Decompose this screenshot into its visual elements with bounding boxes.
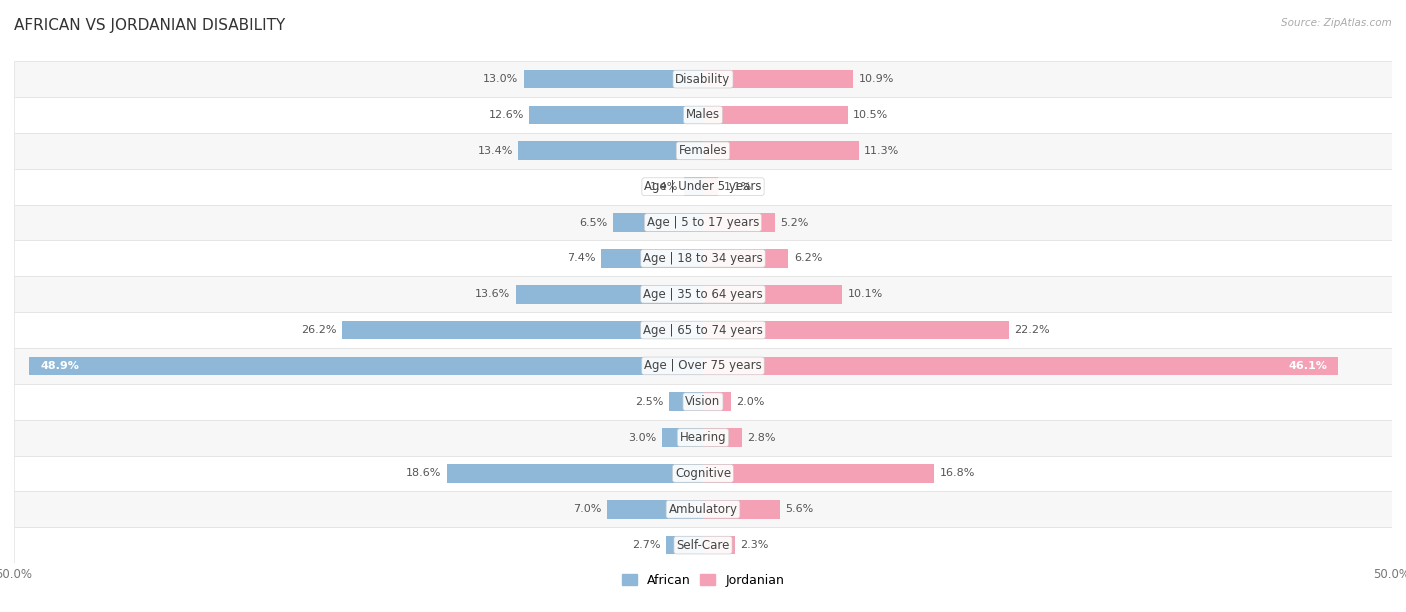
- Text: 16.8%: 16.8%: [941, 468, 976, 479]
- Bar: [14, 312, 1392, 348]
- Text: 12.6%: 12.6%: [488, 110, 524, 120]
- Text: Disability: Disability: [675, 73, 731, 86]
- Text: AFRICAN VS JORDANIAN DISABILITY: AFRICAN VS JORDANIAN DISABILITY: [14, 18, 285, 34]
- Bar: [600, 249, 703, 267]
- Bar: [519, 141, 703, 160]
- Text: Hearing: Hearing: [679, 431, 727, 444]
- Bar: [516, 285, 703, 304]
- Text: Age | 35 to 64 years: Age | 35 to 64 years: [643, 288, 763, 300]
- Bar: [14, 204, 1392, 241]
- Bar: [703, 428, 741, 447]
- Text: 22.2%: 22.2%: [1014, 325, 1050, 335]
- Text: 10.5%: 10.5%: [853, 110, 889, 120]
- Bar: [703, 321, 1010, 340]
- Text: Age | Over 75 years: Age | Over 75 years: [644, 359, 762, 372]
- Text: Ambulatory: Ambulatory: [668, 503, 738, 516]
- Bar: [447, 464, 703, 483]
- Bar: [606, 500, 703, 518]
- Bar: [669, 392, 703, 411]
- Text: 46.1%: 46.1%: [1288, 361, 1327, 371]
- Text: 2.0%: 2.0%: [737, 397, 765, 407]
- Text: 26.2%: 26.2%: [301, 325, 336, 335]
- Bar: [703, 357, 1339, 375]
- Text: Females: Females: [679, 144, 727, 157]
- Text: Self-Care: Self-Care: [676, 539, 730, 551]
- Text: 2.5%: 2.5%: [634, 397, 664, 407]
- Text: Age | 65 to 74 years: Age | 65 to 74 years: [643, 324, 763, 337]
- Legend: African, Jordanian: African, Jordanian: [617, 569, 789, 592]
- Text: 2.7%: 2.7%: [631, 540, 661, 550]
- Text: 1.4%: 1.4%: [650, 182, 678, 192]
- Text: Males: Males: [686, 108, 720, 121]
- Bar: [14, 133, 1392, 169]
- Bar: [14, 241, 1392, 276]
- Text: Age | Under 5 years: Age | Under 5 years: [644, 180, 762, 193]
- Text: 2.3%: 2.3%: [740, 540, 769, 550]
- Bar: [683, 177, 703, 196]
- Text: 6.5%: 6.5%: [579, 217, 607, 228]
- Bar: [14, 276, 1392, 312]
- Text: Age | 18 to 34 years: Age | 18 to 34 years: [643, 252, 763, 265]
- Bar: [30, 357, 703, 375]
- Text: 13.4%: 13.4%: [478, 146, 513, 156]
- Text: 11.3%: 11.3%: [865, 146, 900, 156]
- Text: 7.0%: 7.0%: [572, 504, 600, 514]
- Bar: [703, 464, 935, 483]
- Text: 5.6%: 5.6%: [786, 504, 814, 514]
- Bar: [14, 491, 1392, 527]
- Bar: [703, 392, 731, 411]
- Bar: [14, 61, 1392, 97]
- Text: 10.9%: 10.9%: [859, 74, 894, 84]
- Text: 7.4%: 7.4%: [567, 253, 596, 263]
- Text: 10.1%: 10.1%: [848, 289, 883, 299]
- Bar: [14, 420, 1392, 455]
- Bar: [14, 348, 1392, 384]
- Text: 13.6%: 13.6%: [475, 289, 510, 299]
- Bar: [666, 536, 703, 554]
- Text: Cognitive: Cognitive: [675, 467, 731, 480]
- Bar: [703, 249, 789, 267]
- Text: 48.9%: 48.9%: [41, 361, 79, 371]
- Text: 18.6%: 18.6%: [406, 468, 441, 479]
- Bar: [14, 455, 1392, 491]
- Text: 1.1%: 1.1%: [724, 182, 752, 192]
- Bar: [703, 141, 859, 160]
- Text: 13.0%: 13.0%: [484, 74, 519, 84]
- Bar: [662, 428, 703, 447]
- Bar: [524, 70, 703, 89]
- Bar: [530, 106, 703, 124]
- Bar: [14, 384, 1392, 420]
- Text: Source: ZipAtlas.com: Source: ZipAtlas.com: [1281, 18, 1392, 28]
- Bar: [703, 70, 853, 89]
- Bar: [613, 213, 703, 232]
- Bar: [14, 527, 1392, 563]
- Text: 3.0%: 3.0%: [628, 433, 657, 442]
- Text: 5.2%: 5.2%: [780, 217, 808, 228]
- Text: Vision: Vision: [685, 395, 721, 408]
- Bar: [342, 321, 703, 340]
- Text: 6.2%: 6.2%: [794, 253, 823, 263]
- Text: 2.8%: 2.8%: [747, 433, 776, 442]
- Bar: [703, 500, 780, 518]
- Bar: [703, 177, 718, 196]
- Bar: [703, 213, 775, 232]
- Text: Age | 5 to 17 years: Age | 5 to 17 years: [647, 216, 759, 229]
- Bar: [703, 536, 735, 554]
- Bar: [14, 169, 1392, 204]
- Bar: [703, 106, 848, 124]
- Bar: [14, 97, 1392, 133]
- Bar: [703, 285, 842, 304]
